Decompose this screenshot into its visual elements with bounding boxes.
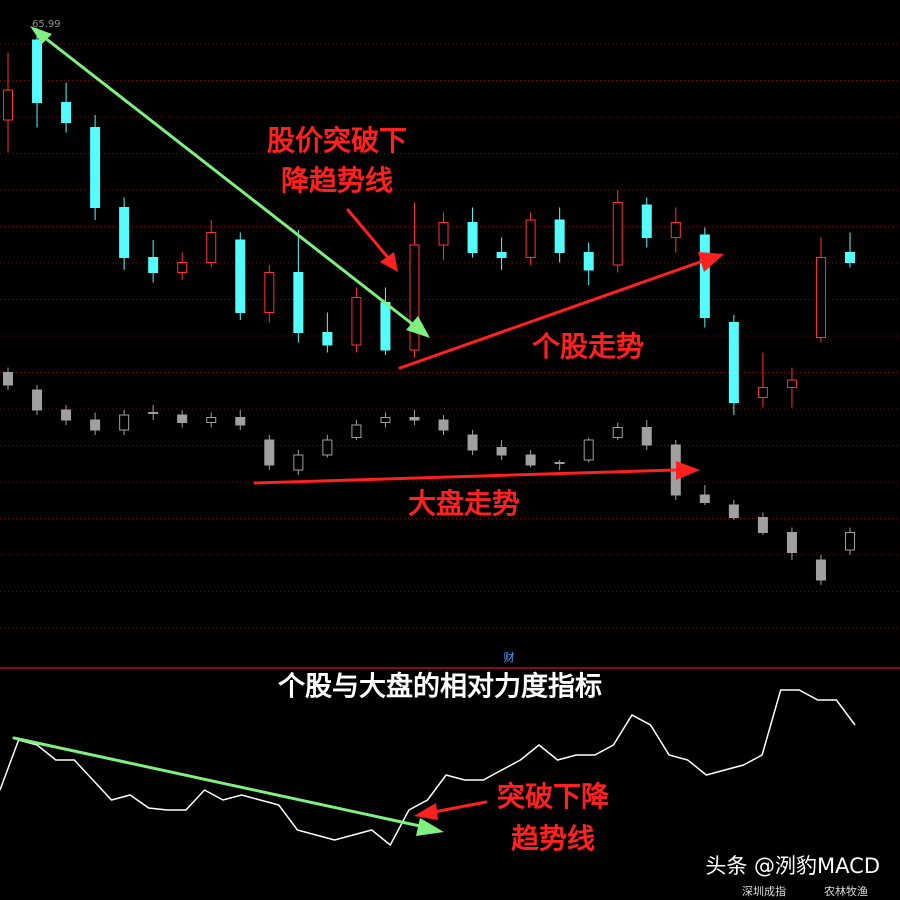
candle-body xyxy=(148,412,159,414)
candle-body xyxy=(728,504,739,518)
candle-body xyxy=(32,389,43,411)
candle-body xyxy=(293,272,304,333)
arrowhead xyxy=(698,252,724,272)
candle-body xyxy=(90,419,101,431)
annotation: 股价突破下 xyxy=(267,124,407,157)
arrowhead xyxy=(380,252,398,272)
candle-body xyxy=(554,462,565,464)
green-trendline xyxy=(38,32,422,332)
red-trendline xyxy=(398,260,702,370)
candle-body xyxy=(438,222,449,246)
sector-name: 农林牧渔 xyxy=(824,884,868,898)
candle-body xyxy=(641,204,652,238)
candle-body xyxy=(699,494,710,503)
candle-body xyxy=(293,454,304,471)
candle-body xyxy=(177,414,188,423)
candle-body xyxy=(496,447,507,456)
candle-body xyxy=(380,417,391,423)
candle-body xyxy=(641,427,652,446)
candle-body xyxy=(525,454,536,466)
candle-body xyxy=(235,417,246,426)
arrowhead xyxy=(416,818,444,836)
candle-body xyxy=(612,427,623,438)
candle-body xyxy=(496,252,507,258)
watermark: 头条 @洌豹MACD xyxy=(705,854,880,878)
candle-body xyxy=(322,439,333,456)
candle-body xyxy=(786,379,797,388)
annotation: 趋势线 xyxy=(511,822,595,855)
candle-body xyxy=(583,439,594,461)
arrowhead xyxy=(406,316,430,338)
candle-body xyxy=(32,39,43,103)
high-label: 65.99 xyxy=(32,19,61,30)
candle-body xyxy=(148,257,159,273)
indicator-title: 个股与大盘的相对力度指标 xyxy=(278,671,602,703)
candle-body xyxy=(351,297,362,346)
candle-body xyxy=(119,414,130,431)
candle-body xyxy=(206,232,217,263)
arrowhead xyxy=(414,803,438,820)
red-pointer xyxy=(432,800,488,814)
candle-body xyxy=(670,222,681,238)
candle-body xyxy=(264,272,275,313)
candle-body xyxy=(3,89,13,121)
candle-body xyxy=(409,417,420,421)
candle-body xyxy=(351,424,362,438)
arrowhead xyxy=(676,461,700,480)
candle-body xyxy=(786,532,797,553)
red-trendline xyxy=(253,468,677,485)
candle-body xyxy=(757,517,768,533)
marker: 财 xyxy=(504,650,515,664)
annotation-arrows xyxy=(12,26,724,836)
candle-body xyxy=(438,419,449,431)
marks xyxy=(0,27,856,847)
candle-body xyxy=(845,532,855,551)
candle-body xyxy=(235,239,246,313)
candle-body xyxy=(757,387,768,398)
candle-body xyxy=(61,102,72,123)
annotation: 大盘走势 xyxy=(408,487,520,520)
candle-body xyxy=(525,219,536,258)
candle-body xyxy=(409,244,420,351)
index-name: 深圳成指 xyxy=(742,884,786,898)
green-trendline xyxy=(12,736,422,828)
annotation: 个股走势 xyxy=(532,330,644,363)
candle-body xyxy=(322,332,333,346)
candle-body xyxy=(583,252,594,271)
candle-body xyxy=(177,262,188,273)
candle-body xyxy=(728,322,739,403)
annotation: 降趋势线 xyxy=(281,164,393,197)
candle-body xyxy=(815,559,826,581)
annotation: 突破下降 xyxy=(497,780,610,813)
candle-body xyxy=(206,417,217,423)
candle-body xyxy=(699,234,710,318)
candle-body xyxy=(467,222,478,253)
arrowhead xyxy=(30,26,52,44)
candle-body xyxy=(264,439,275,466)
indicator-line xyxy=(0,689,856,847)
candle-body xyxy=(380,302,391,351)
candle-body xyxy=(845,252,855,263)
candle-body xyxy=(3,372,13,386)
candle-body xyxy=(554,219,565,253)
candle-body xyxy=(467,434,478,451)
candle-body xyxy=(90,127,101,208)
red-pointer xyxy=(346,208,392,262)
candle-body xyxy=(612,202,623,266)
candle-body xyxy=(815,257,826,338)
candle-body xyxy=(119,207,130,258)
candle-body xyxy=(61,409,72,421)
